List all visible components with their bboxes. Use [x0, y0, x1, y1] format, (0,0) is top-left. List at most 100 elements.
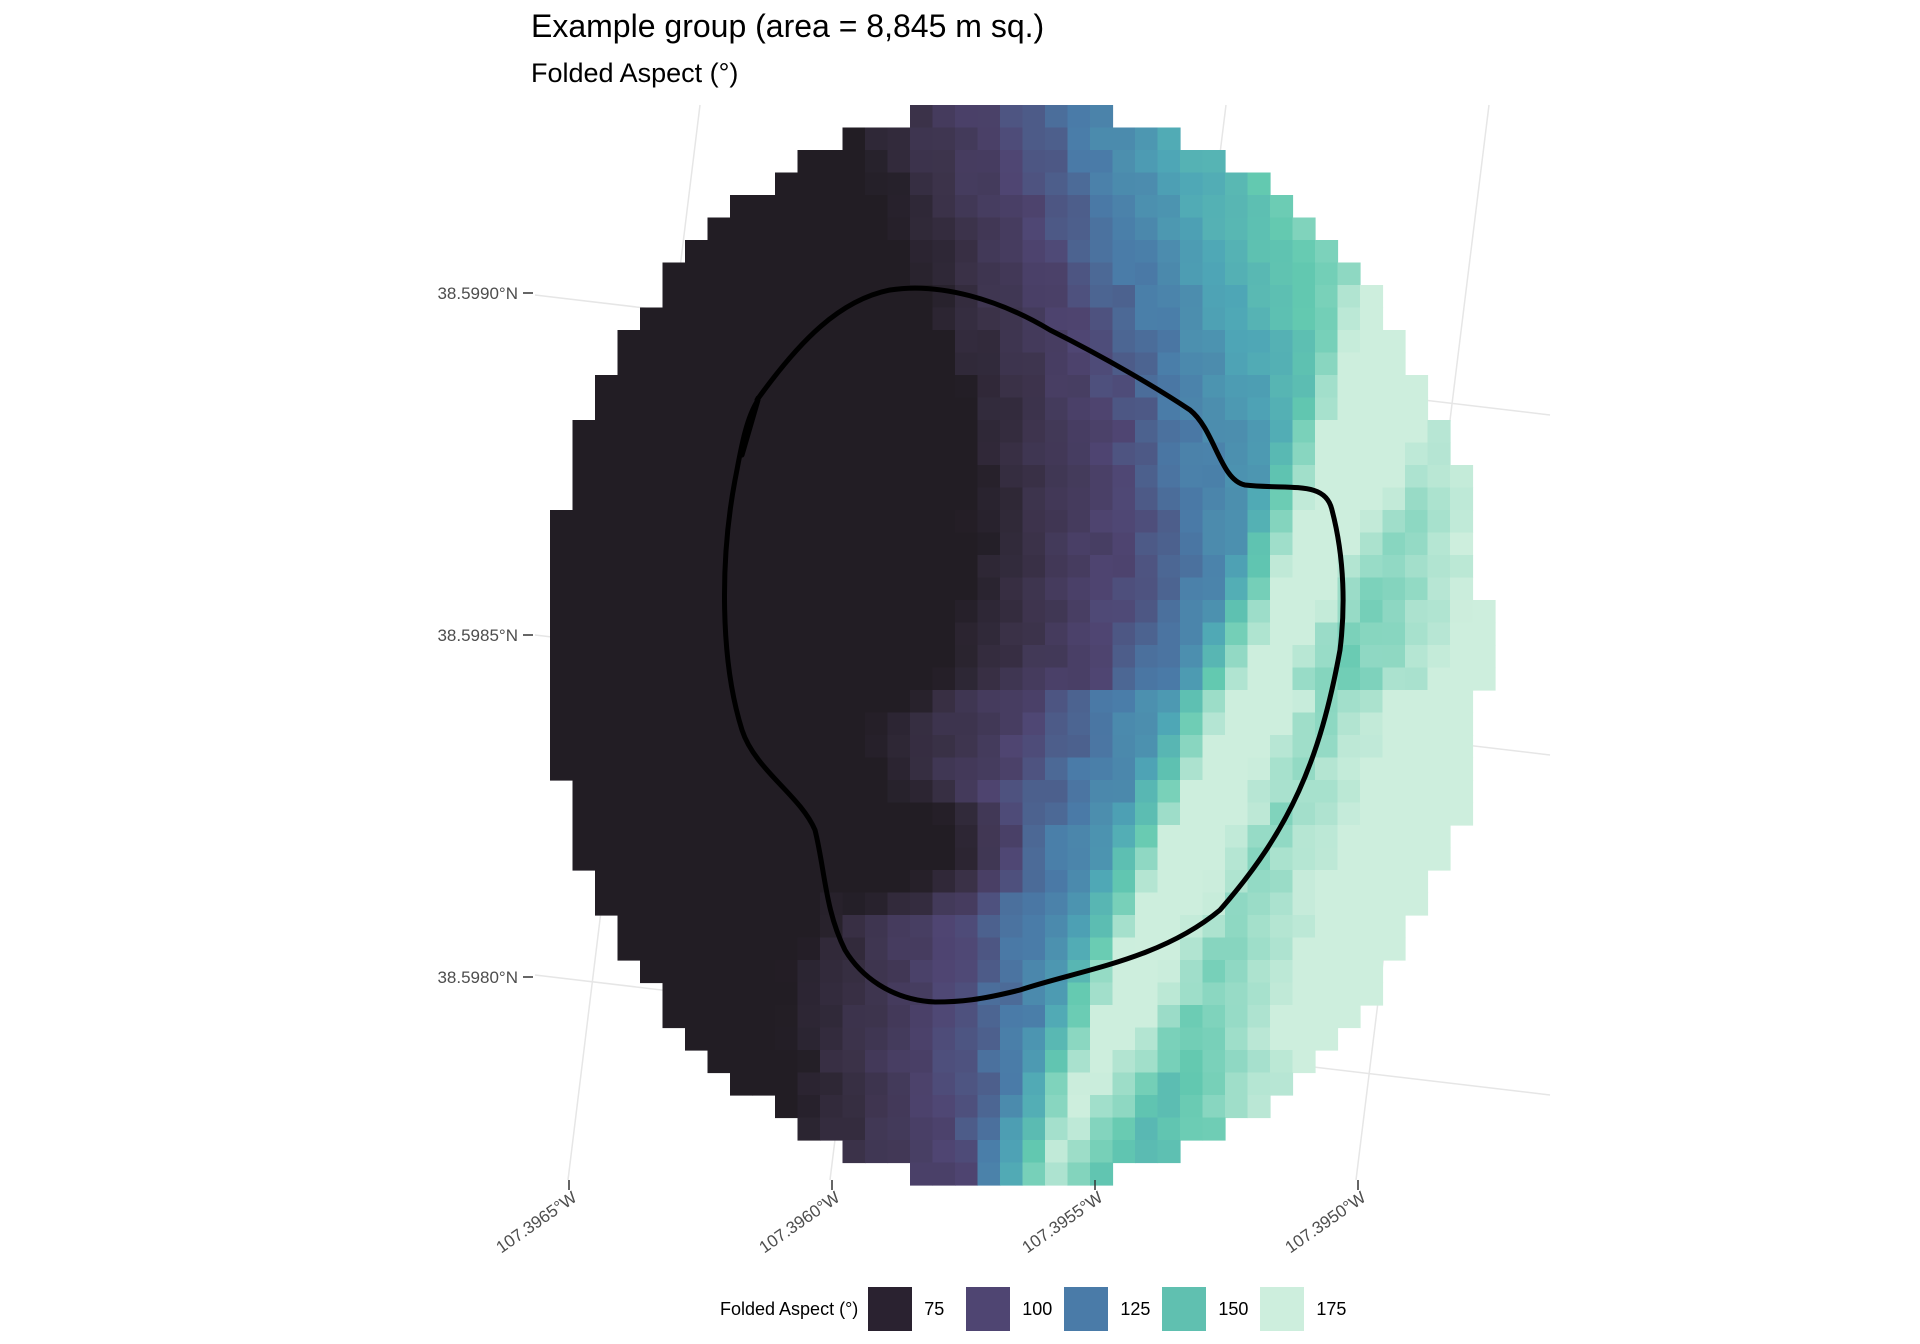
- raster-cell: [1270, 352, 1294, 376]
- raster-cell: [1000, 690, 1024, 714]
- raster-cell: [775, 960, 799, 984]
- raster-cell: [1225, 555, 1249, 579]
- raster-cell: [1000, 825, 1024, 849]
- raster-cell: [595, 442, 619, 466]
- raster-cell: [910, 780, 934, 804]
- raster-cell: [1315, 330, 1339, 354]
- raster-cell: [842, 645, 866, 669]
- raster-cell: [887, 1005, 911, 1029]
- legend-item: 150: [1162, 1287, 1248, 1331]
- raster-cell: [572, 757, 596, 781]
- raster-cell: [865, 1117, 889, 1141]
- raster-cell: [1270, 802, 1294, 826]
- raster-cell: [1337, 960, 1361, 984]
- raster-cell: [1135, 420, 1159, 444]
- raster-cell: [730, 217, 754, 241]
- raster-cell: [1157, 195, 1181, 219]
- raster-cell: [1022, 690, 1046, 714]
- raster-cell: [775, 1005, 799, 1029]
- raster-cell: [977, 442, 1001, 466]
- raster-cell: [1247, 712, 1271, 736]
- raster-cell: [1135, 1140, 1159, 1164]
- raster-cell: [1270, 960, 1294, 984]
- raster-cell: [932, 1162, 956, 1186]
- raster-cell: [887, 1140, 911, 1164]
- raster-cell: [752, 892, 776, 916]
- raster-cell: [1337, 532, 1361, 556]
- raster-cell: [1315, 1027, 1339, 1051]
- raster-cell: [955, 352, 979, 376]
- raster-cell: [1247, 937, 1271, 961]
- raster-cell: [595, 802, 619, 826]
- raster-cell: [797, 712, 821, 736]
- raster-cell: [910, 892, 934, 916]
- raster-cell: [1247, 375, 1271, 399]
- raster-cell: [1045, 1027, 1069, 1051]
- raster-cell: [797, 960, 821, 984]
- raster-cell: [977, 330, 1001, 354]
- raster-cell: [730, 555, 754, 579]
- raster-cell: [730, 1050, 754, 1074]
- raster-cell: [752, 240, 776, 264]
- raster-cell: [910, 195, 934, 219]
- raster-cell: [550, 735, 574, 759]
- raster-cell: [1247, 577, 1271, 601]
- raster-cell: [1112, 172, 1136, 196]
- raster-cell: [910, 915, 934, 939]
- raster-cell: [685, 285, 709, 309]
- raster-cell: [1292, 487, 1316, 511]
- raster-cell: [1090, 487, 1114, 511]
- raster-cell: [842, 870, 866, 894]
- raster-cell: [865, 442, 889, 466]
- raster-cell: [797, 577, 821, 601]
- raster-cell: [1225, 802, 1249, 826]
- raster-cell: [1225, 172, 1249, 196]
- raster-cell: [1315, 870, 1339, 894]
- raster-cell: [707, 757, 731, 781]
- raster-cell: [752, 847, 776, 871]
- raster-cell: [1225, 915, 1249, 939]
- raster-cell: [1360, 600, 1384, 624]
- raster-cell: [977, 1095, 1001, 1119]
- raster-cell: [1000, 1005, 1024, 1029]
- raster-cell: [977, 487, 1001, 511]
- raster-cell: [617, 937, 641, 961]
- raster-cell: [550, 712, 574, 736]
- raster-cell: [662, 1005, 686, 1029]
- raster-cell: [1270, 307, 1294, 331]
- raster-cell: [1427, 420, 1451, 444]
- raster-cell: [730, 577, 754, 601]
- raster-cell: [1247, 285, 1271, 309]
- raster-cell: [955, 172, 979, 196]
- raster-cell: [1427, 487, 1451, 511]
- legend-swatch: [1064, 1287, 1109, 1331]
- raster-cell: [1337, 802, 1361, 826]
- raster-cell: [1337, 690, 1361, 714]
- raster-cell: [865, 802, 889, 826]
- raster-cell: [887, 847, 911, 871]
- raster-cell: [910, 420, 934, 444]
- raster-cell: [1000, 667, 1024, 691]
- raster-cell: [1450, 532, 1474, 556]
- raster-cell: [977, 217, 1001, 241]
- raster-cell: [910, 240, 934, 264]
- raster-cell: [1202, 645, 1226, 669]
- raster-cell: [977, 510, 1001, 534]
- raster-cell: [572, 487, 596, 511]
- raster-cell: [617, 712, 641, 736]
- raster-cell: [1270, 757, 1294, 781]
- raster-cell: [572, 645, 596, 669]
- raster-cell: [775, 982, 799, 1006]
- raster-cell: [1270, 487, 1294, 511]
- raster-cell: [1157, 825, 1181, 849]
- raster-cell: [1382, 825, 1406, 849]
- raster-cell: [1045, 1162, 1069, 1186]
- raster-cell: [1382, 915, 1406, 939]
- raster-cell: [842, 442, 866, 466]
- raster-cell: [887, 442, 911, 466]
- raster-cell: [1157, 915, 1181, 939]
- raster-cell: [1112, 1027, 1136, 1051]
- raster-cell: [932, 487, 956, 511]
- raster-cell: [865, 825, 889, 849]
- raster-cell: [1022, 442, 1046, 466]
